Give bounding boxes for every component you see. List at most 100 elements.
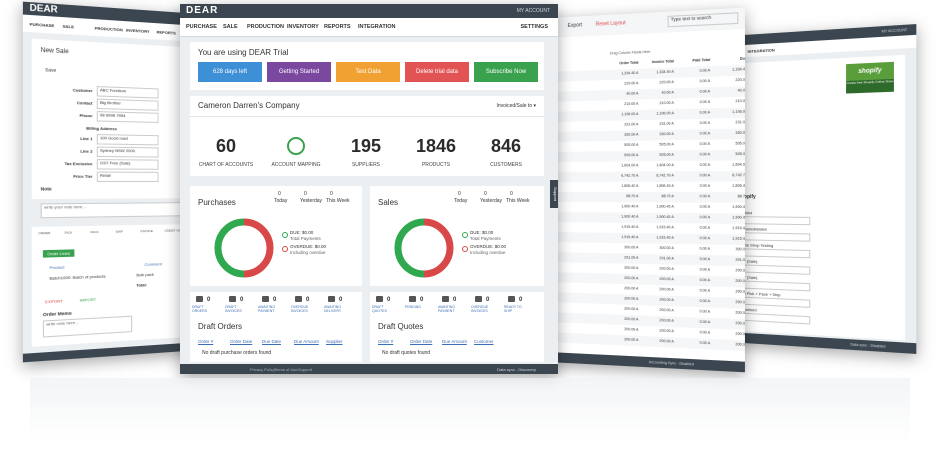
top-bar: DEAR MY ACCOUNT: [180, 4, 558, 18]
empty-text: No draft purchase orders found: [202, 350, 272, 356]
cell: 330.00: [735, 130, 745, 136]
trial-button[interactable]: Subscribe Now: [474, 62, 538, 82]
column-header: Due: [739, 56, 745, 61]
column-header: Paid Total: [692, 57, 711, 63]
nav-item[interactable]: PRODUCTION: [247, 24, 284, 30]
cell: 1,806.40: [732, 183, 745, 188]
due-sub: Total Payments: [290, 236, 321, 241]
column-header: Order #: [378, 339, 394, 344]
icon-count: 0: [306, 297, 310, 303]
stat-value: 1846: [415, 136, 457, 156]
order-lines-button[interactable]: Order Lines: [42, 249, 75, 258]
export-button[interactable]: Export: [567, 22, 583, 30]
save-button[interactable]: Save: [45, 67, 57, 73]
shopify-button[interactable]: Create free Shopify Online Store: [846, 78, 894, 94]
sale-window: DEAR PURCHASE SALE PRODUCTION INVENTORY REPOR…: [22, 1, 201, 363]
cell: 0.00 A: [699, 204, 711, 209]
icon-label: OVERDUE INVOICES: [471, 305, 489, 313]
legend-dot: [462, 246, 468, 252]
import-link: IMPORT: [79, 296, 97, 303]
form-title: New Sale: [40, 47, 69, 56]
cell: 0.00 A: [699, 215, 711, 220]
tab: INVOICE: [140, 228, 153, 234]
account-link: MY ACCOUNT: [881, 27, 908, 34]
icon-label: DRAFT INVOICES: [225, 305, 242, 313]
field-label: Line 2: [80, 148, 93, 154]
dashboard-window: DEAR MY ACCOUNT PURCHASE SALE PRODUCTION INVE…: [180, 4, 558, 374]
nav-item: PRODUCTION: [94, 25, 123, 33]
field-value: 100 Good road: [96, 134, 159, 146]
cell: 210.00: [735, 98, 745, 104]
icon: [376, 296, 383, 302]
field-label: Contact: [76, 100, 93, 106]
setting-input: [737, 232, 811, 242]
cell: 505.00 A: [659, 152, 674, 157]
logo: DEAR: [29, 2, 58, 15]
donut: [394, 218, 454, 278]
nav-item[interactable]: INTEGRATION: [358, 24, 396, 30]
cell: 0.00 A: [699, 173, 711, 178]
footer-text: Accounting Sync - Disabled: [648, 360, 694, 367]
icon-label: PENDING: [405, 305, 421, 309]
trial-button[interactable]: Delete trial data: [405, 62, 469, 82]
icon-label: DRAFT QUOTES: [372, 305, 387, 313]
nav-item[interactable]: PURCHASE: [186, 24, 217, 30]
setting-input: [737, 280, 811, 292]
cell: 291.00 A: [659, 256, 674, 261]
company-filter: Invoiced/Sale to ▾: [496, 103, 536, 109]
stat-label: PRODUCTS: [421, 162, 451, 168]
cell: 0.00 A: [699, 277, 711, 283]
stat-label: ACCOUNT MAPPING: [271, 162, 321, 168]
purchases-card: Purchases 0 Today 0 Yesterday 0 This Week DUE: …: [190, 186, 362, 286]
column-header: Invoice Total: [651, 59, 674, 65]
nav-item[interactable]: INVENTORY: [287, 24, 319, 30]
setting-input: [737, 248, 811, 259]
cell: 200.00 A: [624, 286, 639, 291]
divider: [190, 116, 544, 117]
nav-item[interactable]: REPORTS: [324, 24, 351, 30]
trial-button[interactable]: Getting Started: [267, 62, 331, 82]
cell: 0.00 A: [699, 183, 711, 188]
field-value: Sydney NSW 2000: [96, 146, 159, 158]
cell: 0.00 A: [699, 246, 711, 251]
cell: 210.00 A: [659, 100, 674, 106]
footer-link: Support: [298, 367, 313, 372]
nav-item[interactable]: SALE: [223, 24, 238, 30]
order-card: ORDER PICK PACK SHIP INVOICE CREDIT NOTE Order…: [31, 224, 193, 347]
trial-button[interactable]: Test Data: [336, 62, 400, 82]
icon-label: AWAITING DELIVERY: [324, 305, 342, 313]
icon-count: 0: [420, 297, 424, 303]
footer: Accounting Sync - Disabled: [548, 352, 745, 373]
trial-button[interactable]: 628 days left: [198, 62, 262, 82]
period-count: 0: [458, 191, 461, 197]
drafts-title: Draft Quotes: [378, 322, 424, 331]
column-header: Order Date: [410, 339, 433, 344]
support-tab[interactable]: Support: [550, 180, 558, 208]
footer-link: Privacy Policy: [250, 367, 275, 372]
cell: 291.00: [735, 257, 745, 263]
overdue: OVERDUE: $0.00: [470, 244, 507, 249]
tab: PICK: [64, 230, 73, 235]
cell: 231.00 A: [624, 122, 639, 127]
overdue: OVERDUE: $0.00: [290, 244, 327, 249]
period-label: Today: [454, 198, 468, 204]
total-label: Total:: [136, 282, 148, 288]
drafts-card: 0 DRAFT ORDERS 0 DRAFT INVOICES 0 AWAITING PA…: [190, 292, 362, 362]
line-comment: Bulk pack: [136, 271, 154, 278]
stat-value: 60: [215, 136, 237, 156]
cell: 200.00: [735, 268, 745, 273]
nav-bar: PURCHASE SALE PRODUCTION INVENTORY REPORTS IN…: [180, 18, 558, 37]
stat-value: 195: [350, 136, 382, 156]
cell: 200.00 A: [624, 265, 639, 271]
overdue-sub: Including overdue: [470, 250, 506, 255]
column-header: Due Amount: [294, 339, 319, 344]
cell: 505.00 A: [624, 153, 639, 158]
cell: 505.00 A: [659, 142, 674, 147]
cell: 200.00: [735, 278, 745, 284]
billing-label: Billing Address: [86, 125, 117, 132]
cell: 210.00 A: [624, 101, 639, 107]
tab: SHIP: [115, 229, 123, 234]
logo: DEAR: [186, 5, 219, 16]
tab: PACK: [90, 229, 99, 235]
